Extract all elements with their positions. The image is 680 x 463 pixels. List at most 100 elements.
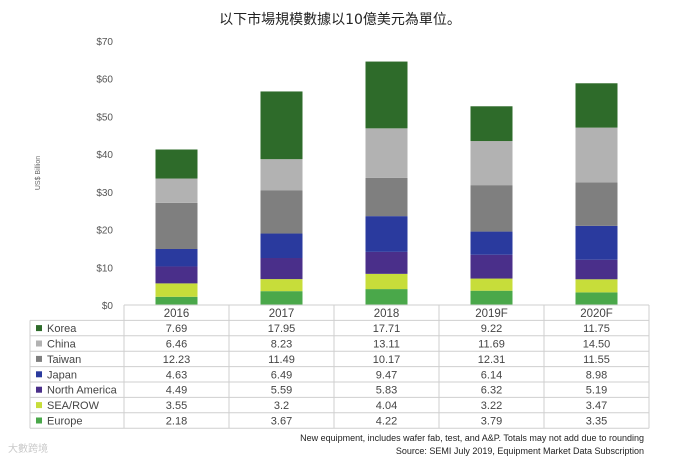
table-value-cell: 4.22 (376, 416, 397, 428)
table-value-cell: 8.98 (586, 369, 607, 381)
table-value-cell: 2.18 (166, 416, 187, 428)
bar-segment-taiwan-2018 (365, 177, 408, 217)
table-value-cell: 11.69 (478, 339, 505, 351)
bar-segment-north-america-2019f (470, 254, 513, 279)
bar-segment-korea-2020f (575, 83, 618, 128)
bar-segment-korea-2019f (470, 106, 513, 142)
legend-label: Japan (47, 369, 77, 381)
x-category-label: 2019F (475, 308, 508, 320)
y-tick-label: $60 (96, 75, 113, 86)
y-tick-label: $70 (96, 37, 113, 48)
table-value-cell: 11.75 (583, 323, 610, 335)
table-value-cell: 17.71 (373, 323, 401, 335)
y-tick-label: $20 (96, 226, 113, 237)
chart-heading: 以下市場規模數據以10億美元為單位。 (219, 12, 461, 28)
table-value-cell: 3.35 (586, 416, 607, 428)
legend-label: SEA/ROW (47, 400, 100, 412)
bar-segment-europe-2018 (365, 289, 408, 305)
table-value-cell: 12.31 (478, 354, 506, 366)
bar-segment-europe-2020f (575, 292, 618, 305)
x-category-label: 2020F (580, 308, 613, 320)
y-tick-label: $10 (96, 263, 113, 274)
bar-segment-korea-2018 (365, 61, 408, 129)
legend-swatch (36, 386, 42, 393)
legend-label: China (47, 339, 77, 351)
table-value-cell: 9.22 (481, 323, 502, 335)
bar-segment-taiwan-2020f (575, 182, 618, 226)
legend-swatch (36, 417, 42, 424)
table-value-cell: 3.2 (274, 400, 289, 412)
bar-segment-korea-2017 (260, 91, 303, 160)
table-value-cell: 5.83 (376, 385, 397, 397)
table-value-cell: 4.04 (376, 400, 397, 412)
table-value-cell: 6.46 (166, 339, 187, 351)
table-value-cell: 3.47 (586, 400, 607, 412)
legend-label: Europe (47, 416, 82, 428)
table-value-cell: 17.95 (268, 323, 296, 335)
bar-segment-china-2020f (575, 127, 618, 183)
table-value-cell: 6.49 (271, 369, 292, 381)
bar-segment-sea-row-2019f (470, 278, 513, 291)
footnote-methodology: New equipment, includes wafer fab, test,… (300, 433, 644, 443)
table-value-cell: 4.49 (166, 385, 187, 397)
legend-swatch (36, 402, 42, 409)
legend-label: Korea (47, 323, 77, 335)
table-value-cell: 14.50 (583, 339, 611, 351)
table-value-cell: 5.59 (271, 385, 292, 397)
bar-segment-japan-2020f (575, 225, 618, 260)
legend-swatch (36, 371, 42, 378)
bar-segment-korea-2016 (155, 149, 198, 179)
table-value-cell: 3.55 (166, 400, 187, 412)
bar-segment-japan-2016 (155, 248, 198, 267)
table-value-cell: 11.55 (583, 354, 610, 366)
x-category-label: 2017 (269, 308, 295, 320)
bar-segment-china-2019f (470, 141, 513, 186)
table-value-cell: 13.11 (373, 339, 400, 351)
table-value-cell: 4.63 (166, 369, 187, 381)
table-value-cell: 3.67 (271, 416, 292, 428)
watermark-logo: 大數跨境 (8, 444, 48, 455)
table-value-cell: 3.79 (481, 416, 502, 428)
y-tick-label: $50 (96, 112, 113, 123)
bar-segment-europe-2016 (155, 296, 198, 305)
legend-label: Taiwan (47, 354, 81, 366)
bar-segment-europe-2019f (470, 290, 513, 305)
y-tick-label: $40 (96, 150, 113, 161)
table-value-cell: 3.22 (481, 400, 502, 412)
bar-segment-japan-2019f (470, 231, 513, 255)
legend-label: North America (47, 385, 118, 397)
y-tick-label: $30 (96, 188, 113, 199)
legend-swatch (36, 355, 42, 362)
x-category-label: 2016 (164, 308, 190, 320)
bar-segment-north-america-2016 (155, 266, 198, 284)
table-value-cell: 7.69 (166, 323, 187, 335)
table-value-cell: 10.17 (373, 354, 401, 366)
bar-segment-taiwan-2016 (155, 202, 198, 249)
bar-segment-china-2017 (260, 159, 303, 191)
table-value-cell: 9.47 (376, 369, 397, 381)
table-value-cell: 6.14 (481, 369, 502, 381)
y-tick-label: $0 (102, 301, 114, 312)
x-category-label: 2018 (374, 308, 400, 320)
bar-segment-north-america-2017 (260, 258, 303, 280)
table-value-cell: 5.19 (586, 385, 607, 397)
table-value-cell: 11.49 (268, 354, 295, 366)
bar-segment-china-2018 (365, 128, 408, 178)
bar-segment-taiwan-2017 (260, 190, 303, 234)
bar-segment-north-america-2020f (575, 259, 618, 280)
bar-segment-sea-row-2016 (155, 283, 198, 297)
bar-segment-sea-row-2017 (260, 279, 303, 292)
bar-segment-japan-2017 (260, 233, 303, 259)
footnote-source: Source: SEMI July 2019, Equipment Market… (395, 446, 644, 456)
bar-segment-north-america-2018 (365, 251, 408, 274)
bar-segment-sea-row-2018 (365, 273, 408, 290)
bar-segment-europe-2017 (260, 291, 303, 305)
bar-segment-china-2016 (155, 178, 198, 203)
legend-swatch (36, 325, 42, 332)
table-value-cell: 6.32 (481, 385, 502, 397)
y-axis-title: US$ Billion (35, 156, 42, 190)
bar-segment-japan-2018 (365, 216, 408, 252)
bar-segment-taiwan-2019f (470, 185, 513, 232)
